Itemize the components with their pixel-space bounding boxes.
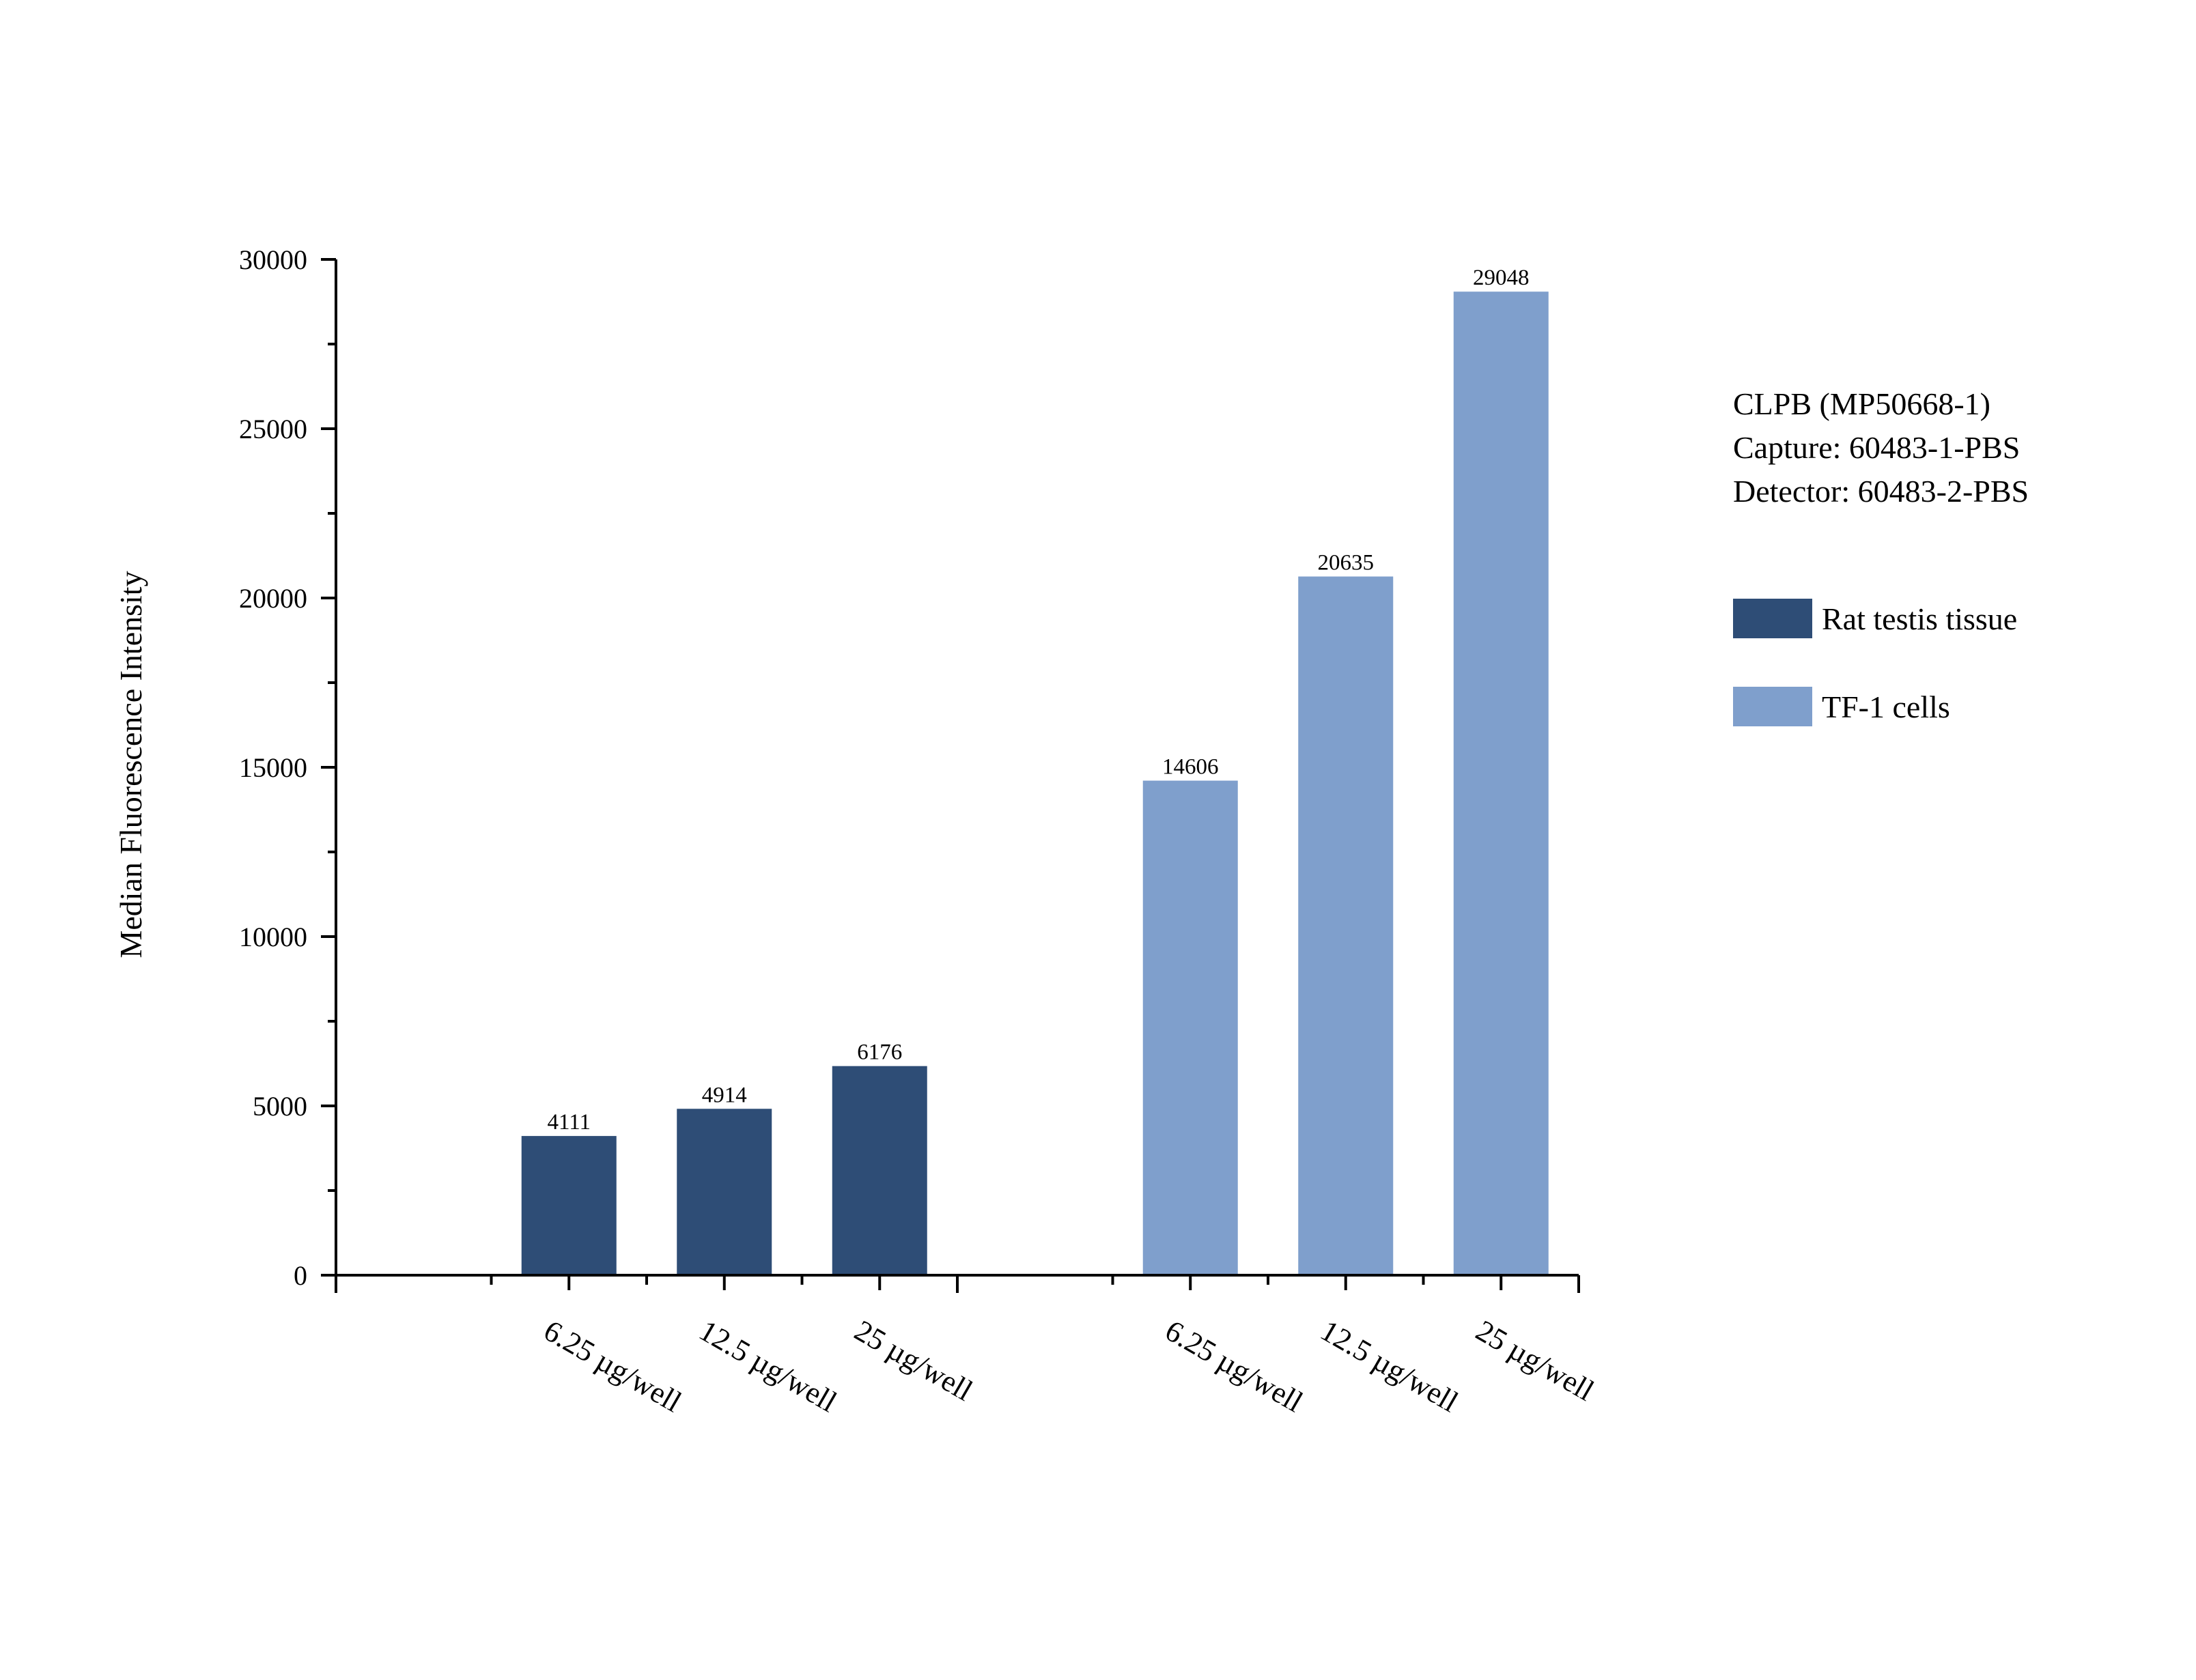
y-tick-label: 0: [294, 1260, 307, 1291]
y-tick-label: 30000: [239, 244, 307, 275]
bar-tf1-cells-0: [1142, 780, 1238, 1275]
legend-swatch-tf1-cells: [1733, 687, 1812, 726]
bar-value-label: 4914: [702, 1083, 747, 1107]
y-tick-label: 25000: [239, 414, 307, 444]
y-tick-label: 10000: [239, 922, 307, 952]
y-tick-label: 15000: [239, 752, 307, 783]
y-tick-label: 5000: [253, 1091, 307, 1122]
y-tick-label: 20000: [239, 583, 307, 614]
legend-swatch-rat-testis: [1733, 599, 1812, 638]
bar-tf1-cells-1: [1298, 576, 1394, 1275]
bars-layer: [521, 291, 1549, 1275]
bar-value-label: 14606: [1162, 755, 1219, 780]
bar-value-label: 4111: [547, 1110, 591, 1135]
bar-rat-testis-2: [832, 1066, 927, 1275]
bar-tf1-cells-2: [1453, 291, 1549, 1275]
bar-value-label: 29048: [1473, 266, 1530, 290]
legend-item-rat-testis: Rat testis tissue: [1733, 599, 2017, 638]
annotation-line-2: Capture: 60483-1-PBS: [1733, 430, 2021, 465]
value-labels-layer: 4111 4914 6176 14606 20635 29048: [547, 266, 1529, 1135]
bar-value-label: 20635: [1318, 551, 1375, 575]
axes-layer: 0 5000 10000 15000 20000 25000 30000: [239, 244, 1580, 1293]
y-axis-title: Median Fluorescence Intensity: [113, 571, 148, 958]
legend-label-tf1-cells: TF-1 cells: [1822, 689, 1950, 724]
annotation-line-1: CLPB (MP50668-1): [1733, 386, 1990, 421]
legend-label-rat-testis: Rat testis tissue: [1822, 601, 2018, 636]
x-tick-label: 12.5 µg/well: [694, 1313, 843, 1419]
x-tick-label: 25 µg/well: [849, 1313, 978, 1408]
bar-value-label: 6176: [857, 1040, 902, 1065]
x-tick-label: 6.25 µg/well: [538, 1313, 687, 1419]
x-tick-labels-layer: 6.25 µg/well 12.5 µg/well 25 µg/well 6.25 µ…: [538, 1313, 1599, 1419]
bar-rat-testis-0: [521, 1136, 617, 1275]
x-tick-label: 12.5 µg/well: [1315, 1313, 1464, 1419]
x-tick-label: 25 µg/well: [1470, 1313, 1599, 1408]
x-tick-label: 6.25 µg/well: [1159, 1313, 1308, 1419]
annotation-line-3: Detector: 60483-2-PBS: [1733, 474, 2029, 509]
legend-item-tf1-cells: TF-1 cells: [1733, 687, 1950, 726]
bar-rat-testis-1: [677, 1109, 772, 1275]
